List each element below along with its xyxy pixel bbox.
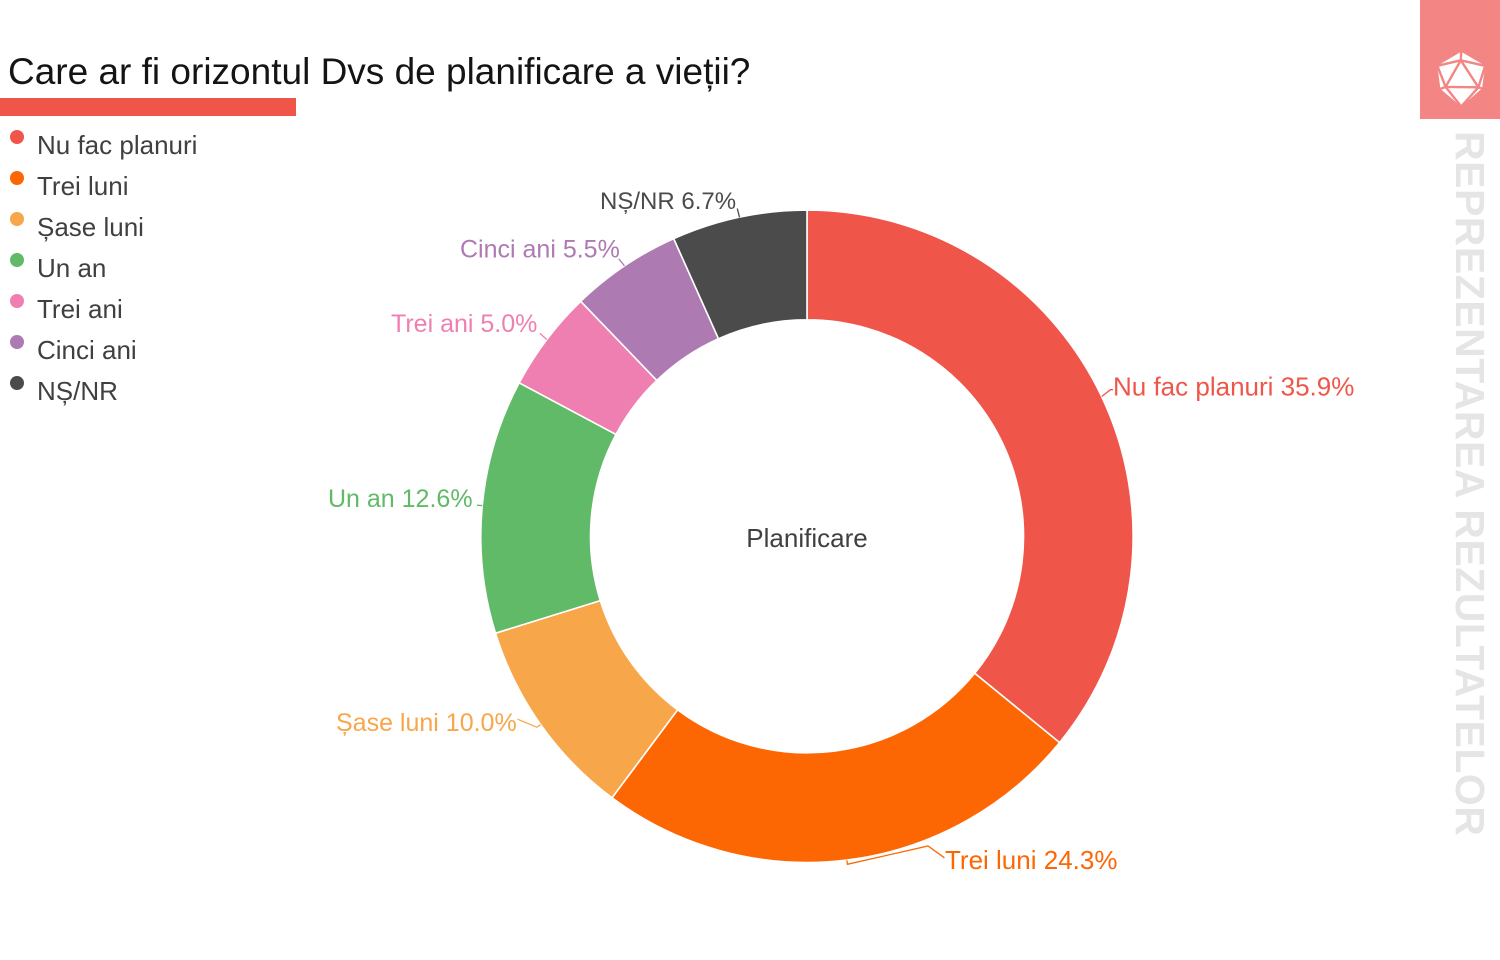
svg-text:Nu fac planuri 35.9%: Nu fac planuri 35.9% — [1113, 372, 1354, 402]
svg-text:Trei luni: Trei luni — [37, 171, 129, 201]
svg-text:Cinci ani: Cinci ani — [37, 335, 137, 365]
svg-text:Șase luni 10.0%: Șase luni 10.0% — [336, 709, 517, 737]
svg-text:Trei luni 24.3%: Trei luni 24.3% — [945, 845, 1117, 875]
svg-text:Trei ani 5.0%: Trei ani 5.0% — [391, 310, 537, 338]
svg-text:Planificare: Planificare — [746, 523, 867, 553]
svg-text:NȘ/NR 6.7%: NȘ/NR 6.7% — [600, 188, 736, 215]
svg-text:Șase luni: Șase luni — [37, 212, 144, 242]
svg-text:Nu fac planuri: Nu fac planuri — [37, 130, 197, 160]
svg-text:NȘ/NR: NȘ/NR — [37, 376, 118, 406]
svg-text:Trei ani: Trei ani — [37, 294, 123, 324]
svg-text:REPREZENTAREA REZULTATELOR: REPREZENTAREA REZULTATELOR — [1447, 131, 1493, 836]
svg-text:Care ar fi orizontul Dvs de pl: Care ar fi orizontul Dvs de planificare … — [8, 51, 750, 92]
svg-text:Cinci ani 5.5%: Cinci ani 5.5% — [460, 236, 620, 264]
svg-text:Un an 12.6%: Un an 12.6% — [328, 485, 473, 513]
svg-text:Un an: Un an — [37, 253, 106, 283]
